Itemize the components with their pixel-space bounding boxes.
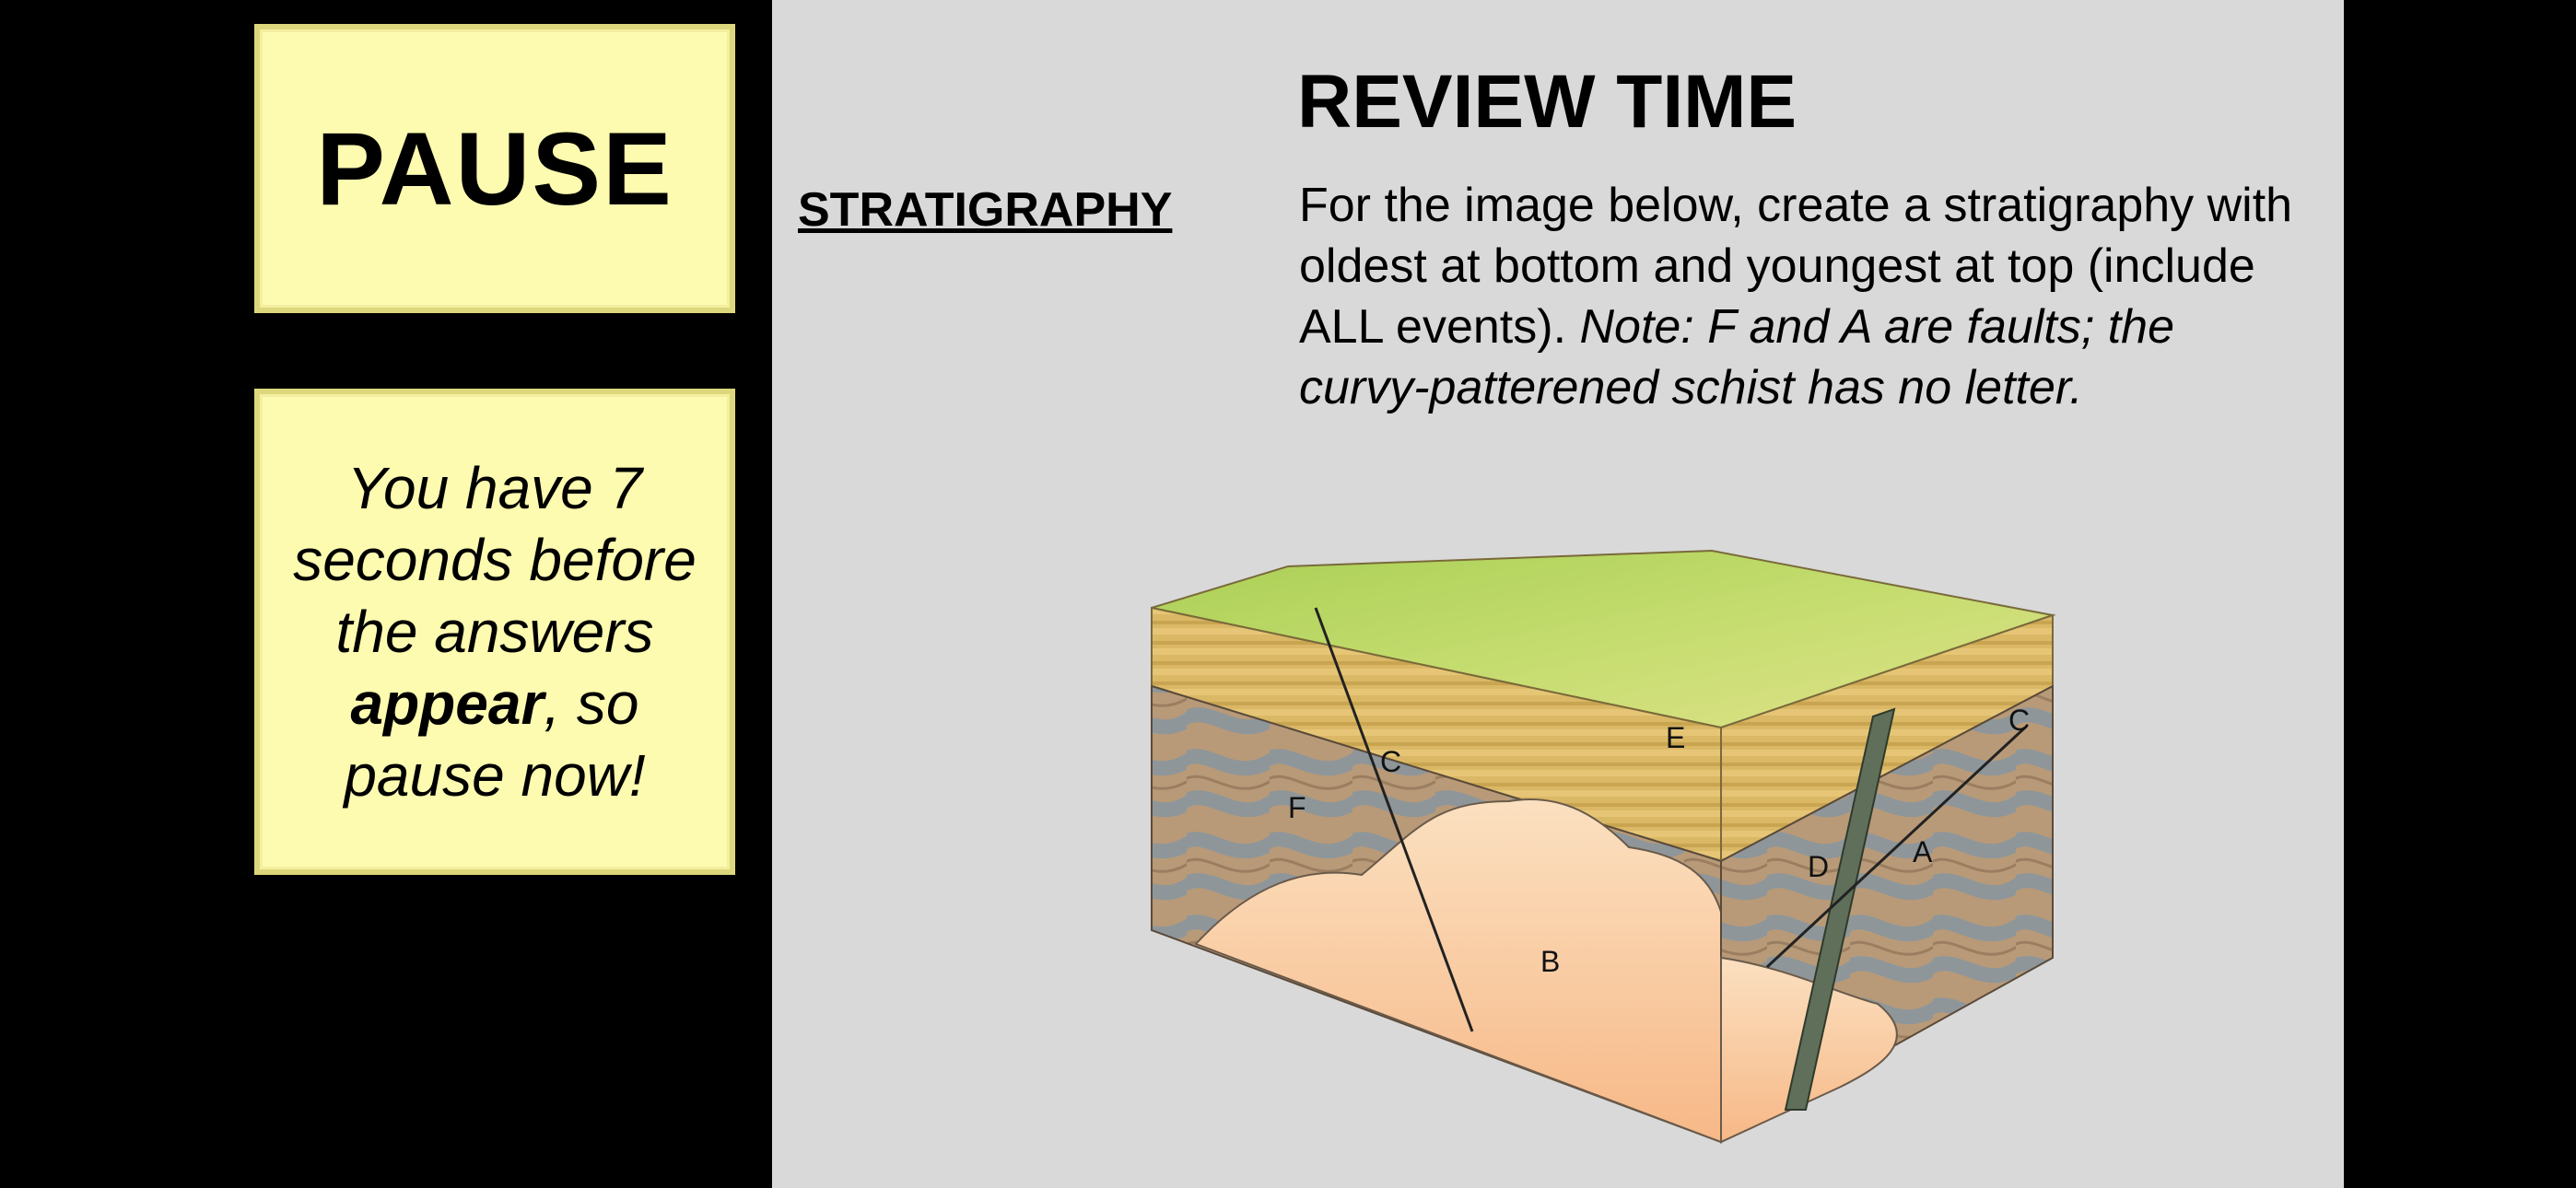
- pause-panel: PAUSE: [254, 24, 735, 313]
- label-e: E: [1666, 721, 1685, 754]
- label-d: D: [1808, 850, 1829, 883]
- label-a: A: [1913, 835, 1933, 868]
- instructions-text: For the image below, create a stratigrap…: [1299, 175, 2313, 418]
- label-c-left: C: [1380, 745, 1401, 778]
- notice-part2: , so pause now!: [344, 670, 646, 809]
- label-f: F: [1288, 791, 1306, 824]
- diagram-granite-intrusion: [1194, 798, 1722, 1144]
- dike-d: [1784, 707, 1896, 1111]
- instructions-plain: For the image below, create a stratigrap…: [1299, 179, 2293, 354]
- label-c-right: C: [2008, 704, 2030, 737]
- pause-title: PAUSE: [316, 111, 673, 227]
- fault-f-line: [1314, 607, 1474, 1032]
- fault-a-line: [1765, 726, 2027, 969]
- geologic-block-diagram: C E C F D A B: [1151, 549, 2056, 1144]
- notice-part1: You have 7 seconds before the answers: [293, 455, 697, 665]
- notice-emphasis: appear: [350, 670, 544, 737]
- pause-notice-text: You have 7 seconds before the answers ap…: [260, 452, 730, 811]
- pause-notice-panel: You have 7 seconds before the answers ap…: [254, 389, 735, 875]
- instructions-note: Note: F and A are faults; the curvy-patt…: [1299, 300, 2175, 414]
- slide-title: REVIEW TIME: [1297, 60, 1797, 144]
- label-b: B: [1540, 945, 1560, 978]
- section-label: STRATIGRAPHY: [798, 183, 1173, 237]
- slide-panel: REVIEW TIME STRATIGRAPHY For the image b…: [772, 0, 2344, 1188]
